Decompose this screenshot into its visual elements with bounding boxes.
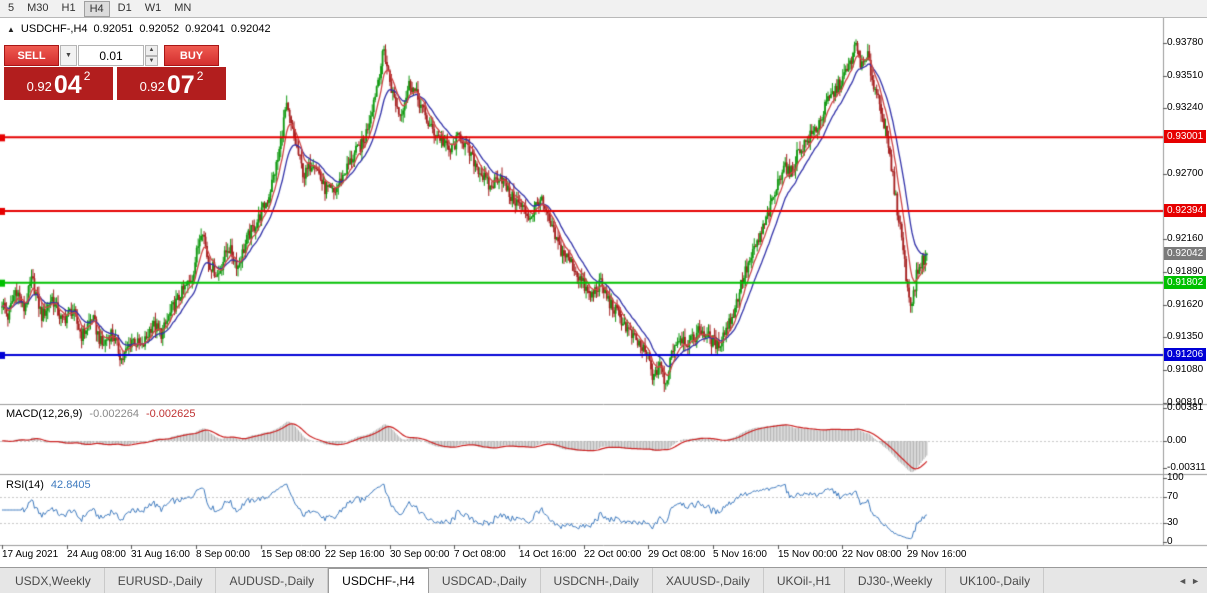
rsi-axis-label: 100: [1167, 472, 1184, 483]
time-axis[interactable]: 17 Aug 2021 24 Aug 08:00 31 Aug 16:00 8 Sep…: [0, 547, 1163, 567]
current-price-label: 0.92042: [1164, 246, 1207, 260]
time-axis-label: 15 Nov 00:00: [778, 549, 838, 560]
ohlc-high: 0.92052: [139, 23, 180, 35]
rsi-axis-label: 30: [1167, 516, 1179, 528]
time-axis-label: 15 Sep 08:00: [261, 549, 321, 560]
timeframe-button-h4[interactable]: H4: [83, 0, 110, 17]
volume-dropdown-button[interactable]: ▼: [60, 45, 77, 66]
trade-panel-prices: 0.92 04 2 0.92 07 2: [4, 67, 226, 100]
time-axis-label: 7 Oct 08:00: [454, 549, 506, 560]
time-axis-label: 17 Aug 2021: [2, 549, 59, 560]
rsi-value: 42.8405: [50, 479, 91, 491]
spinner-up-icon[interactable]: ▲: [145, 45, 158, 56]
rsi-axis-label: 70: [1167, 491, 1179, 503]
time-axis-label: 5 Nov 16:00: [713, 549, 767, 560]
chart-tabs: USDX,Weekly EURUSD-,Daily AUDUSD-,Daily USD…: [0, 568, 1045, 593]
hline-price-label: 0.93001: [1164, 130, 1207, 144]
volume-spinner: ▲ ▼: [145, 45, 158, 66]
hline-price-label: 0.91206: [1164, 347, 1207, 361]
tab-bar-spacer: [1044, 568, 1171, 593]
price-axis-label: 0.92160: [1167, 233, 1204, 245]
buy-price-sup: 2: [196, 69, 204, 83]
rsi-axis-label: 0: [1167, 536, 1173, 547]
price-axis-label: 0.91350: [1167, 331, 1204, 343]
tab-scroll-right-icon[interactable]: ►: [1191, 575, 1200, 586]
one-click-trade-panel: SELL ▼ ▲ ▼ BUY 0.92 04 2 0.92 07 2: [4, 45, 226, 100]
time-axis-label: 22 Nov 08:00: [842, 549, 902, 560]
time-axis-label: 29 Nov 16:00: [907, 549, 967, 560]
sell-price-sup: 2: [83, 69, 91, 83]
price-axis-label: 0.91620: [1167, 298, 1204, 310]
tab-audusd-daily[interactable]: AUDUSD-,Daily: [216, 568, 329, 593]
tab-usdx-weekly[interactable]: USDX,Weekly: [2, 568, 105, 593]
spinner-down-icon[interactable]: ▼: [145, 55, 158, 66]
tab-scroll-controls: ◄ ►: [1171, 568, 1207, 593]
rsi-label: RSI(14) 42.8405: [6, 479, 91, 491]
sell-price-prefix: 0.92: [26, 79, 52, 94]
price-axis-label: 0.92700: [1167, 167, 1204, 179]
timeframe-button-d1[interactable]: D1: [117, 1, 132, 14]
time-axis-label: 24 Aug 08:00: [67, 549, 126, 560]
macd-axis-label: 0.00: [1167, 435, 1187, 446]
ohlc-close: 0.92042: [230, 23, 271, 35]
time-axis-label: 22 Oct 00:00: [584, 549, 642, 560]
tab-xauusd-daily[interactable]: XAUUSD-,Daily: [652, 568, 764, 593]
time-axis-label: 14 Oct 16:00: [519, 549, 577, 560]
ohlc-low: 0.92041: [185, 23, 225, 35]
sell-button[interactable]: SELL: [4, 45, 59, 66]
chart-area: ▲ USDCHF-,H4 0.92051 0.92052 0.92041 0.9…: [0, 18, 1207, 567]
tab-scroll-left-icon[interactable]: ◄: [1178, 575, 1188, 586]
buy-price-prefix: 0.92: [139, 79, 165, 94]
macd-signal-value: -0.002625: [145, 408, 196, 420]
trade-panel-controls: SELL ▼ ▲ ▼ BUY: [4, 45, 226, 66]
macd-title: MACD(12,26,9): [6, 408, 83, 420]
tab-usdchf-h4[interactable]: USDCHF-,H4: [328, 568, 429, 593]
tab-ukoil-h1[interactable]: UKOil-,H1: [763, 568, 845, 593]
timeframe-button-h1[interactable]: H1: [61, 1, 76, 14]
tab-usdcnh-daily[interactable]: USDCNH-,Daily: [540, 568, 653, 593]
chevron-down-icon: ▼: [65, 52, 72, 59]
time-axis-label: 29 Oct 08:00: [648, 549, 706, 560]
price-axis-label: 0.93240: [1167, 102, 1204, 114]
ohlc-open: 0.92051: [93, 23, 134, 35]
price-axis[interactable]: 0.93780 0.93510 0.93240 0.92700 0.92160 0.918…: [1164, 18, 1207, 567]
price-axis-label: 0.93510: [1167, 69, 1204, 81]
buy-button[interactable]: BUY: [164, 45, 219, 66]
hline-price-label: 0.92394: [1164, 203, 1207, 217]
macd-axis-label: -0.00311: [1167, 461, 1206, 473]
price-axis-label: 0.90810: [1167, 396, 1204, 408]
price-axis-label: 0.91890: [1167, 266, 1204, 277]
collapse-arrow-icon[interactable]: ▲: [7, 24, 15, 34]
timeframe-button-5[interactable]: 5: [8, 1, 15, 14]
timeframe-button-m30[interactable]: M30: [27, 1, 49, 14]
tab-uk100-daily[interactable]: UK100-,Daily: [946, 568, 1045, 593]
buy-price-display[interactable]: 0.92 07 2: [117, 67, 226, 100]
sell-price-display[interactable]: 0.92 04 2: [4, 67, 113, 100]
volume-input[interactable]: [78, 45, 144, 66]
timeframe-button-mn[interactable]: MN: [174, 1, 192, 14]
time-axis-label: 8 Sep 00:00: [196, 549, 250, 560]
tab-eurusd-daily[interactable]: EURUSD-,Daily: [104, 568, 217, 593]
macd-value: -0.002264: [89, 408, 139, 420]
timeframe-button-w1[interactable]: W1: [144, 1, 162, 14]
time-axis-label: 31 Aug 16:00: [131, 549, 190, 560]
rsi-title: RSI(14): [6, 479, 44, 491]
timeframe-toolbar: 5 M30 H1 H4 D1 W1 MN: [0, 0, 1207, 18]
tab-usdcad-daily[interactable]: USDCAD-,Daily: [428, 568, 541, 593]
time-axis-label: 30 Sep 00:00: [390, 549, 450, 560]
chart-symbol-period: USDCHF-,H4: [20, 23, 88, 35]
price-axis-label: 0.91080: [1167, 364, 1204, 376]
tab-dj30-weekly[interactable]: DJ30-,Weekly: [844, 568, 947, 593]
chart-info-line: ▲ USDCHF-,H4 0.92051 0.92052 0.92041 0.9…: [7, 23, 271, 35]
price-chart-canvas[interactable]: [0, 18, 1207, 567]
chart-tab-bar: USDX,Weekly EURUSD-,Daily AUDUSD-,Daily USD…: [0, 567, 1207, 593]
time-axis-label: 22 Sep 16:00: [325, 549, 385, 560]
sell-price-big: 04: [53, 71, 82, 99]
price-axis-label: 0.93780: [1167, 36, 1204, 48]
buy-price-big: 07: [166, 71, 195, 99]
macd-axis-label: 0.00381: [1167, 402, 1204, 413]
macd-label: MACD(12,26,9) -0.002264 -0.002625: [6, 408, 196, 420]
hline-price-label: 0.91802: [1164, 275, 1207, 289]
